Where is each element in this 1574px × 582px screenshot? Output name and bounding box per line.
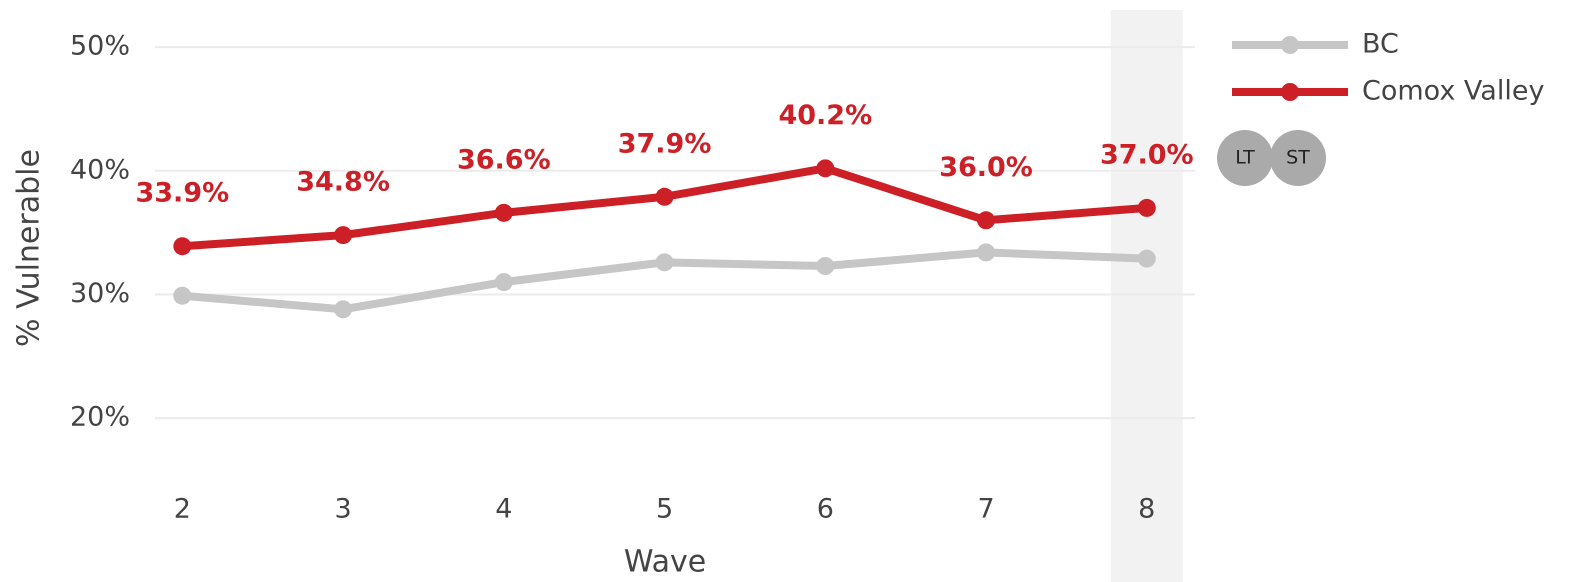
legend-marker	[1281, 36, 1299, 54]
data-point	[1137, 198, 1156, 217]
data-label: 36.6%	[457, 144, 551, 175]
data-point	[1137, 249, 1156, 268]
data-point	[334, 300, 353, 319]
x-tick-label: 6	[817, 494, 834, 525]
data-label: 36.0%	[939, 152, 1033, 183]
data-point	[816, 159, 835, 178]
x-tick-label: 2	[174, 494, 191, 525]
y-tick-label: 30%	[70, 278, 130, 309]
toggle-label: ST	[1286, 147, 1310, 169]
data-label: 37.0%	[1100, 139, 1194, 170]
toggle-button[interactable]	[1270, 130, 1326, 186]
x-tick-label: 5	[656, 494, 673, 525]
y-tick-label: 50%	[70, 31, 130, 62]
highlight-band	[1110, 10, 1183, 582]
x-axis-label: Wave	[624, 545, 706, 580]
y-axis-label: % Vulnerable	[12, 149, 47, 347]
data-point	[977, 243, 996, 262]
toggle-button[interactable]	[1217, 130, 1273, 186]
data-point	[655, 187, 674, 206]
legend-label: Comox Valley	[1362, 76, 1544, 107]
x-tick-label: 8	[1138, 494, 1155, 525]
data-point	[173, 286, 192, 305]
y-tick-label: 20%	[70, 402, 130, 433]
y-tick-label: 40%	[70, 154, 130, 185]
data-label: 37.9%	[618, 128, 712, 159]
data-label: 40.2%	[778, 100, 872, 131]
data-point	[173, 237, 192, 256]
data-point	[494, 203, 513, 222]
data-label: 33.9%	[135, 178, 229, 209]
data-point	[655, 253, 674, 272]
data-point	[977, 211, 996, 230]
data-label: 34.8%	[296, 167, 390, 198]
legend-marker	[1281, 83, 1299, 101]
data-point	[494, 273, 513, 292]
x-tick-label: 7	[977, 494, 994, 525]
data-point	[334, 226, 353, 245]
x-tick-label: 3	[334, 494, 351, 525]
x-tick-label: 4	[495, 494, 512, 525]
toggle-label: LT	[1235, 147, 1255, 169]
legend-label: BC	[1362, 29, 1399, 60]
data-point	[816, 257, 835, 276]
